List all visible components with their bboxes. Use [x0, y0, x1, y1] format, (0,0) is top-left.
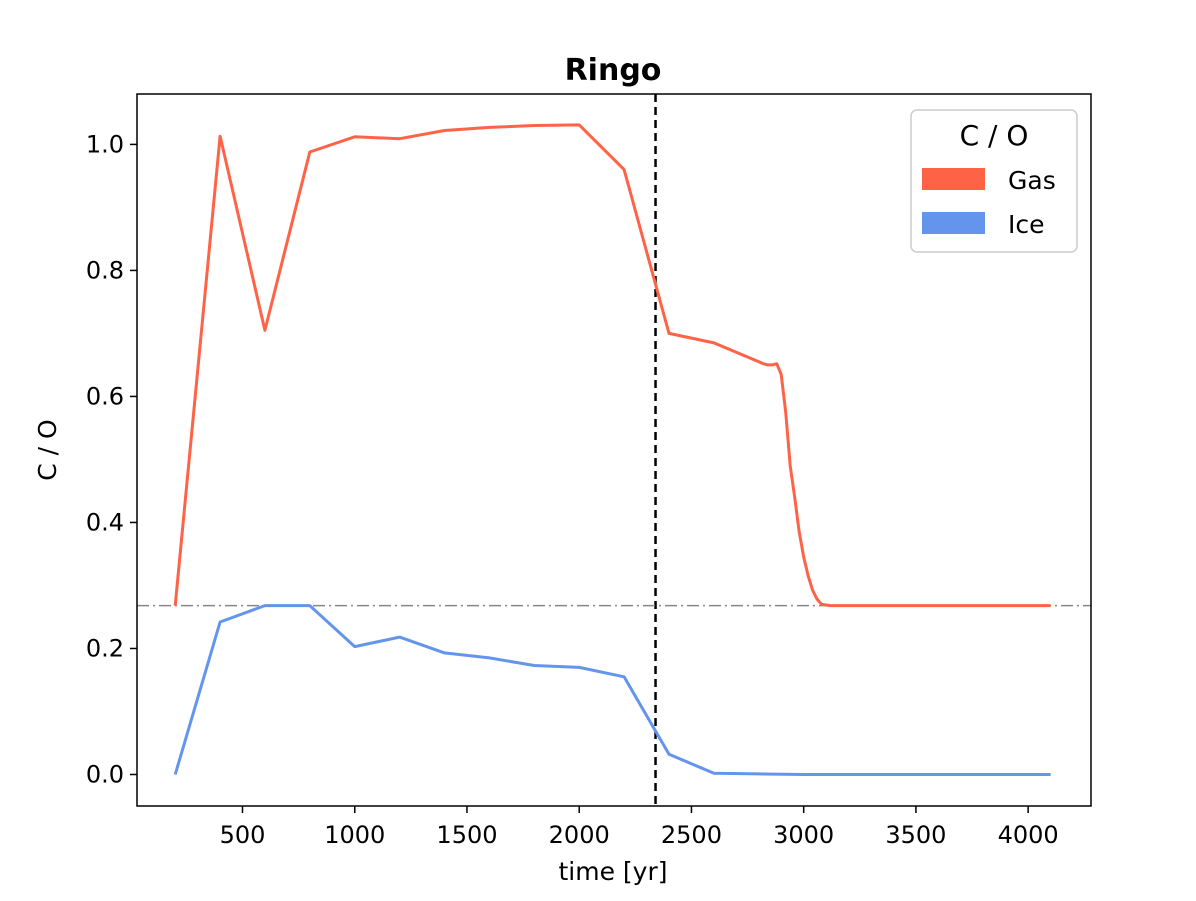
x-axis: 500 1000 1500 2000 2500 3000 3500 4000 [220, 806, 1059, 849]
y-tick-label: 0.8 [86, 256, 124, 284]
x-tick-label: 2500 [661, 821, 722, 849]
x-tick-label: 1000 [324, 821, 385, 849]
legend-label-ice: Ice [1008, 210, 1045, 239]
x-tick-label: 1500 [436, 821, 497, 849]
x-axis-label: time [yr] [558, 857, 667, 886]
chart-title: Ringo [565, 53, 662, 88]
legend-title: C / O [960, 119, 1029, 152]
y-tick-label: 1.0 [86, 130, 124, 158]
x-tick-label: 500 [220, 821, 266, 849]
x-tick-label: 3000 [773, 821, 834, 849]
y-tick-label: 0.6 [86, 382, 124, 410]
legend-swatch-gas [922, 168, 985, 190]
series-line-gas [173, 123, 1051, 608]
legend-label-gas: Gas [1008, 166, 1056, 195]
y-tick-label: 0.0 [86, 760, 124, 788]
plot-frame [136, 93, 1092, 807]
legend: C / O Gas Ice [910, 109, 1078, 253]
plot-area [137, 94, 1091, 806]
y-tick-label: 0.2 [86, 634, 124, 662]
y-tick-label: 0.4 [86, 508, 124, 536]
x-tick-label: 2000 [549, 821, 610, 849]
y-axis: 0.0 0.2 0.4 0.6 0.8 1.0 [86, 130, 137, 788]
x-tick-label: 4000 [998, 821, 1059, 849]
legend-swatch-ice [922, 212, 985, 234]
x-tick-label: 3500 [885, 821, 946, 849]
y-axis-label: C / O [33, 419, 62, 480]
series-line-ice [173, 604, 1051, 776]
